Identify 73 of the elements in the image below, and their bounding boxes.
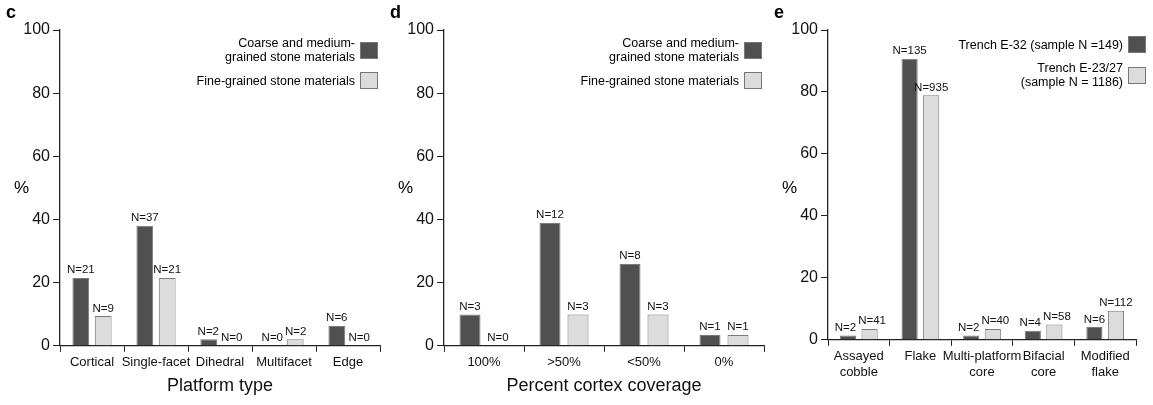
y-axis-title: % [782,178,798,198]
legend-label: Fine-grained stone materials [580,73,739,88]
annotation: N=0 [261,331,283,344]
annotation: N=4 [1019,316,1042,329]
y-tick-label: 0 [425,336,435,354]
annotation: N=135 [892,44,927,57]
annotation: N=2 [834,320,857,333]
legend-label: Fine-grained stone materials [196,73,355,88]
annotation: N=37 [130,211,159,224]
x-tick-label: >50% [547,354,582,370]
chart-title: e [774,2,785,23]
y-tick-label: 20 [32,273,51,291]
legend-label: Coarse and medium-grained stone materials [224,36,355,64]
annotation: N=40 [981,314,1010,327]
y-axis-title: % [398,178,414,198]
annotation: N=1 [727,320,749,333]
annotation: N=6 [1083,312,1106,325]
chart-title: c [6,2,17,23]
y-axis-title: % [14,178,30,198]
x-tick-label: Assayed cobble [833,348,884,379]
y-tick-label: 20 [800,268,819,286]
legend-label: Trench E-32 (sample N =149) [958,37,1123,52]
y-tick-label: 0 [809,330,819,348]
x-axis-title: Percent cortex coverage [506,375,702,396]
x-tick-label: 100% [467,354,502,370]
legend-label: Trench E-23/27 (sample N = 1186) [1019,61,1123,89]
annotation: N=112 [1099,296,1133,309]
annotation: N=1 [699,320,721,333]
x-tick-label: Bifacial core [1022,348,1065,379]
annotation: N=41 [858,314,887,327]
x-tick-label: Single-facet [121,354,191,370]
legend-label: Coarse and medium-grained stone materials [608,36,739,64]
x-tick-label: <50% [627,354,662,370]
x-tick-label: Multi-platform core [942,348,1022,379]
y-tick-label: 100 [23,20,51,38]
annotation: N=2 [957,320,980,333]
annotation: N=0 [487,331,509,344]
y-tick-label: 80 [800,82,819,100]
y-tick-label: 60 [32,146,51,164]
y-tick-label: 40 [32,209,51,227]
x-tick-label: Cortical [69,354,115,370]
annotation: N=2 [197,324,219,337]
x-tick-label: Dihedral [195,354,245,370]
y-tick-label: 80 [416,83,435,101]
annotation: N=0 [348,331,370,344]
y-tick-label: 60 [416,146,435,164]
y-tick-label: 40 [416,209,435,227]
annotation: N=21 [153,263,182,276]
y-tick-label: 100 [407,20,435,38]
x-tick-label: Modified flake [1080,348,1130,379]
annotation: N=8 [619,249,641,262]
annotation: N=9 [92,301,114,314]
y-tick-label: 20 [416,273,435,291]
y-tick-label: 100 [791,20,819,38]
annotation: N=3 [459,299,481,312]
annotation: N=12 [536,208,564,221]
annotation: N=21 [66,263,95,276]
x-tick-label: Edge [332,354,364,370]
y-tick-label: 80 [32,83,51,101]
y-tick-label: 40 [800,206,819,224]
annotation: N=58 [1043,310,1071,323]
annotation: N=0 [221,331,243,344]
annotation: N=3 [647,299,669,312]
x-axis-title: Platform type [166,375,274,396]
annotation: N=2 [285,324,307,337]
chart-title: d [390,2,401,23]
y-tick-label: 0 [41,336,51,354]
annotation: N=6 [326,311,348,324]
x-tick-label: 0% [714,354,734,370]
x-tick-label: Multifacet [256,354,313,370]
annotation: N=3 [567,299,589,312]
x-tick-label: Flake [904,348,937,364]
y-tick-label: 60 [800,144,819,162]
